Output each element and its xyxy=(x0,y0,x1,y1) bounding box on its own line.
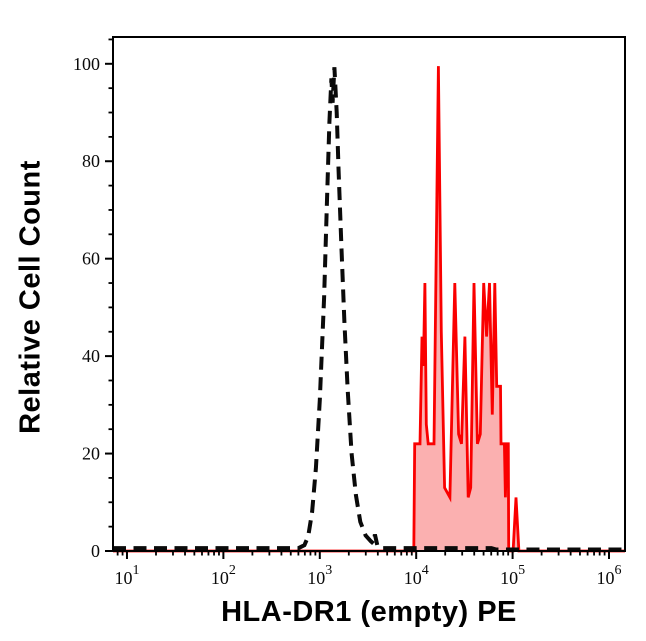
y-axis-tick-label: 40 xyxy=(82,346,100,366)
y-axis-tick-label: 100 xyxy=(73,54,100,74)
x-axis-tick-label: 102 xyxy=(211,563,236,588)
y-axis-tick-label: 20 xyxy=(82,444,100,464)
plot-frame xyxy=(112,36,626,552)
x-axis-tick-label: 101 xyxy=(114,563,139,588)
x-axis-tick-label: 106 xyxy=(596,563,621,588)
x-axis-tick-label: 103 xyxy=(307,563,332,588)
black-dashed-histogram-line xyxy=(113,67,625,552)
y-axis-title: Relative Cell Count xyxy=(14,160,47,434)
y-axis-tick-label: 0 xyxy=(91,541,100,561)
x-axis-title: HLA-DR1 (empty) PE xyxy=(221,596,517,628)
red-filled-histogram-line xyxy=(113,66,625,553)
x-axis-tick-label: 104 xyxy=(404,563,429,588)
red-filled-histogram-fill xyxy=(113,66,625,551)
y-axis-tick-label: 80 xyxy=(82,151,100,171)
x-axis-tick-label: 105 xyxy=(500,563,525,588)
y-axis-tick-label: 60 xyxy=(82,249,100,269)
